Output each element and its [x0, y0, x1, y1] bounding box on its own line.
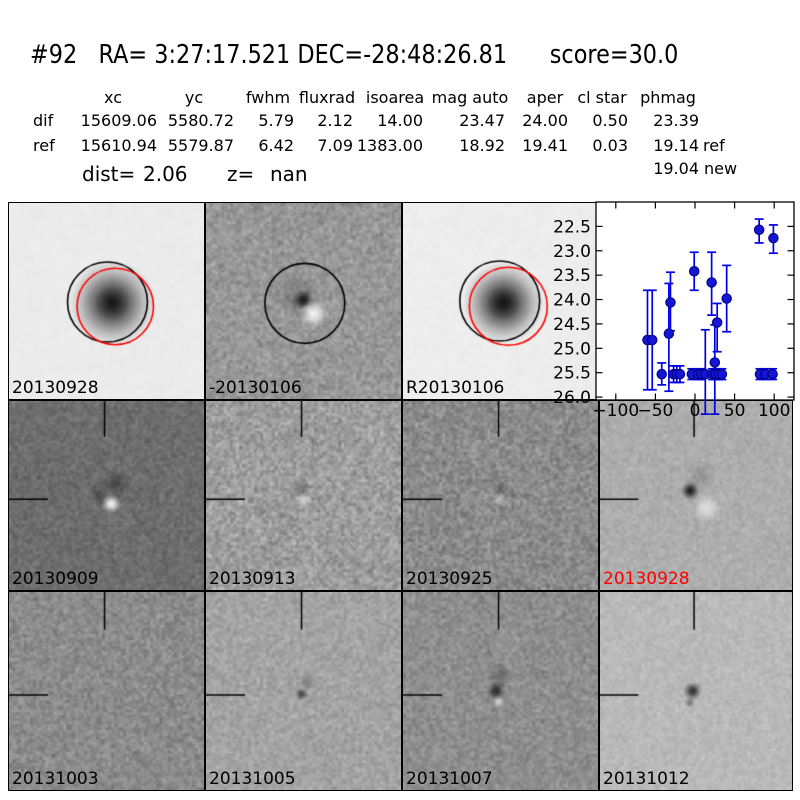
- cutout-image-20131012: [600, 592, 792, 790]
- column-header-xc: xc: [104, 88, 122, 107]
- cell-ref-phmag: 19.14: [653, 136, 699, 155]
- data-point: [665, 297, 676, 308]
- column-header-fluxrad: fluxrad: [298, 88, 356, 107]
- column-header-mag-auto: mag auto: [431, 88, 509, 107]
- cutout-panel-20130928: 20130928: [599, 400, 793, 591]
- data-point: [696, 368, 707, 380]
- column-header-phmag: phmag: [640, 88, 696, 107]
- cutout-date-label: R20130106: [406, 378, 505, 399]
- cutout-panel-20131003: 20131003: [8, 591, 205, 791]
- cell-dif-cl-star: 0.50: [592, 111, 628, 130]
- cutout-image-20131005: [206, 592, 401, 790]
- cutout-image-20130909: [9, 401, 204, 590]
- data-point: [663, 328, 675, 339]
- data-point: [700, 368, 711, 380]
- cell-dif-fluxrad: 2.12: [317, 111, 353, 130]
- cutout-image-R20130106: [403, 203, 598, 399]
- cell-dif-aper: 24.00: [522, 111, 568, 130]
- row-suffix-ref: ref: [703, 136, 725, 155]
- cutout-date-label: 20130913: [209, 569, 296, 590]
- cutout-date-label: -20130106: [209, 378, 302, 399]
- cutout-date-label: 20131012: [603, 769, 690, 790]
- cell-ref-xc: 15610.94: [80, 136, 157, 155]
- cutout-date-label: 20130928: [603, 569, 690, 590]
- data-point: [721, 293, 732, 304]
- cell-ref-isoarea: 1383.00: [356, 136, 423, 155]
- cell-ref-fluxrad: 7.09: [317, 136, 353, 155]
- cell-dif-mag-auto: 23.47: [459, 111, 505, 130]
- data-point: [753, 224, 765, 236]
- data-point: [646, 334, 658, 346]
- redshift-value: nan: [270, 162, 308, 186]
- data-point: [674, 368, 686, 380]
- data-point: [642, 334, 653, 346]
- cutout-panel-20130909: 20130909: [8, 400, 205, 591]
- cutout-date-label: 20130925: [406, 569, 493, 590]
- cell-ref-cl-star: 0.03: [592, 136, 628, 155]
- data-point: [768, 232, 779, 244]
- dist-label: dist=: [82, 162, 136, 186]
- data-point: [656, 368, 667, 380]
- data-point: [711, 317, 723, 328]
- cell-dif-fwhm: 5.79: [258, 111, 294, 130]
- cell-dif-phmag: 23.39: [653, 111, 699, 130]
- cell-ref-aper: 19.41: [522, 136, 568, 155]
- column-header-yc: yc: [184, 88, 204, 107]
- cell-dif-isoarea: 14.00: [377, 111, 423, 130]
- cell-ref-yc: 5579.87: [167, 136, 234, 155]
- column-header-aper: aper: [526, 88, 564, 107]
- dist-value: 2.06: [143, 162, 188, 186]
- cell-ref-mag-auto: 18.92: [459, 136, 505, 155]
- column-header-isoarea: isoarea: [365, 88, 425, 107]
- cell-dif-xc: 15609.06: [80, 111, 157, 130]
- cutout-date-label: 20131005: [209, 769, 296, 790]
- data-point: [760, 368, 771, 380]
- cutout-panel-20130913: 20130913: [205, 400, 402, 591]
- data-point: [713, 368, 725, 380]
- cutout-panel--20130106: -20130106: [205, 202, 402, 400]
- data-point: [668, 368, 679, 380]
- data-point: [686, 368, 698, 380]
- data-point: [706, 277, 717, 288]
- cutout-image-20130928: [600, 401, 792, 590]
- plot-frame: [595, 201, 795, 401]
- column-header-cl-star: cl star: [577, 88, 627, 107]
- cutout-image-20131007: [403, 592, 598, 790]
- cutout-date-label: 20131003: [12, 769, 99, 790]
- cutout-image--20130106: [206, 203, 401, 399]
- data-point: [688, 266, 700, 277]
- redshift-label: z=: [227, 162, 255, 186]
- cutout-image-20130913: [206, 401, 401, 590]
- cutout-date-label: 20131007: [406, 769, 493, 790]
- cutout-panel-20131012: 20131012: [599, 591, 793, 791]
- data-point: [671, 368, 683, 380]
- phmag-new-value: 19.04: [653, 159, 699, 178]
- cutout-image-20130928: [9, 203, 204, 399]
- cutout-image-20131003: [9, 592, 204, 790]
- row-label-dif: dif: [33, 111, 54, 130]
- row-label-ref: ref: [33, 136, 55, 155]
- cutout-panel-20131007: 20131007: [402, 591, 599, 791]
- cutout-panel-20130928: 20130928: [8, 202, 205, 400]
- cutout-image-20130925: [403, 401, 598, 590]
- data-point: [710, 368, 721, 380]
- cutout-panel-20130925: 20130925: [402, 400, 599, 591]
- candidate-title: #92 RA= 3:27:17.521 DEC=-28:48:26.81 sco…: [30, 40, 679, 70]
- cell-ref-fwhm: 6.42: [258, 136, 294, 155]
- data-point: [707, 368, 718, 380]
- data-point: [692, 368, 704, 380]
- data-point: [754, 368, 766, 380]
- cutout-panel-R20130106: R20130106: [402, 202, 599, 400]
- cell-dif-yc: 5580.72: [167, 111, 234, 130]
- cutout-panel-20131005: 20131005: [205, 591, 402, 791]
- data-point: [716, 368, 728, 380]
- data-point: [767, 368, 778, 380]
- phmag-new-suffix: new: [704, 159, 738, 178]
- cutout-date-label: 20130909: [12, 569, 99, 590]
- cutout-date-label: 20130928: [12, 378, 99, 399]
- data-point: [709, 357, 721, 368]
- column-header-fwhm: fwhm: [245, 88, 291, 107]
